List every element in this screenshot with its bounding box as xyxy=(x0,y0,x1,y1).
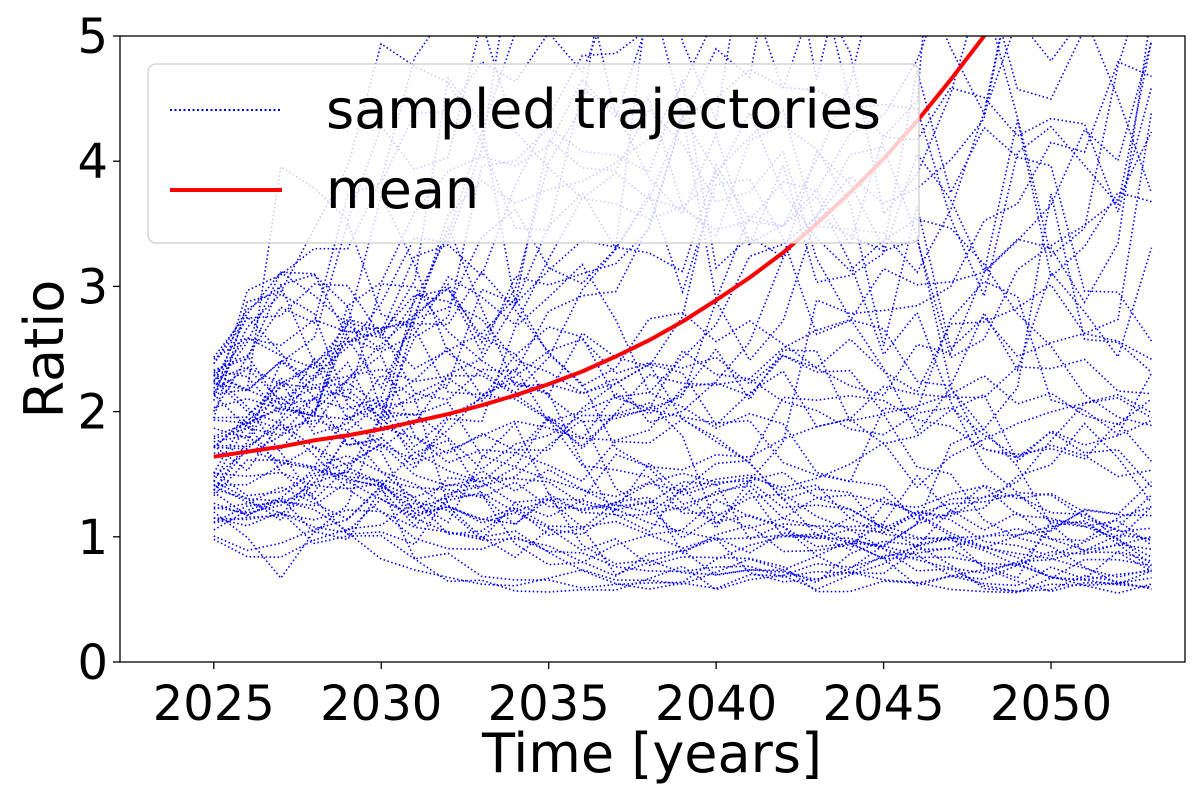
y-axis-label: Ratio xyxy=(13,280,76,419)
x-axis: 2025 2030 2035 2040 2045 2050 xyxy=(153,662,1112,732)
trajectory-line xyxy=(213,509,1152,578)
y-tick-label: 4 xyxy=(77,134,108,190)
legend-box xyxy=(147,63,920,244)
trajectory-line xyxy=(213,36,708,393)
trajectory-line xyxy=(213,220,1152,587)
trajectory-line xyxy=(213,36,1152,542)
trajectory-line xyxy=(213,119,1152,522)
trajectory-line xyxy=(213,315,1152,455)
trajectory-line xyxy=(213,505,1152,593)
trajectory-line xyxy=(213,283,1153,548)
trajectory-line xyxy=(213,273,1152,566)
y-tick-label: 5 xyxy=(77,9,108,65)
trajectory-line xyxy=(213,446,1152,578)
trajectory-line xyxy=(213,393,1152,531)
trajectory-line xyxy=(213,131,1153,524)
trajectory-line xyxy=(213,41,1153,394)
trajectory-line xyxy=(213,434,1153,555)
legend-label-mean: mean xyxy=(326,158,479,221)
x-tick-label: 2035 xyxy=(488,676,610,732)
trajectory-line xyxy=(213,146,1153,425)
legend-label-trajectories: sampled trajectories xyxy=(326,78,881,141)
trajectory-line xyxy=(213,36,515,491)
plot-area-frame xyxy=(119,35,1186,663)
y-tick-label: 1 xyxy=(77,510,108,566)
trajectory-line xyxy=(213,60,1152,559)
trajectory-line xyxy=(213,347,1152,589)
trajectory-layer xyxy=(213,36,1153,594)
trajectory-line xyxy=(213,338,1152,497)
trajectory-line xyxy=(213,193,1153,581)
trajectory-line xyxy=(213,318,1153,474)
trajectory-line xyxy=(213,394,1153,525)
x-axis-label: Time [years] xyxy=(481,722,822,785)
x-tick-label: 2040 xyxy=(655,676,777,732)
legend: sampled trajectories mean xyxy=(147,63,920,244)
trajectory-line xyxy=(213,36,732,390)
trajectory-line xyxy=(213,36,1129,497)
trajectory-line xyxy=(213,107,1152,572)
x-tick-label: 2030 xyxy=(320,676,442,732)
x-tick-label: 2045 xyxy=(823,676,945,732)
trajectory-line xyxy=(213,388,1152,594)
trajectory-line xyxy=(213,294,1153,548)
trajectory-line xyxy=(213,346,1152,546)
trajectory-line xyxy=(213,36,644,482)
x-tick-label: 2050 xyxy=(990,676,1112,732)
x-tick-label: 2025 xyxy=(153,676,275,732)
y-tick-label: 3 xyxy=(77,259,108,315)
trajectory-line xyxy=(213,263,1153,483)
y-tick-label: 2 xyxy=(77,385,108,441)
y-axis: 0 1 2 3 4 5 xyxy=(77,9,120,691)
y-tick-label: 0 xyxy=(77,635,108,691)
trajectory-line xyxy=(213,393,1152,541)
trajectory-line xyxy=(213,423,1152,574)
